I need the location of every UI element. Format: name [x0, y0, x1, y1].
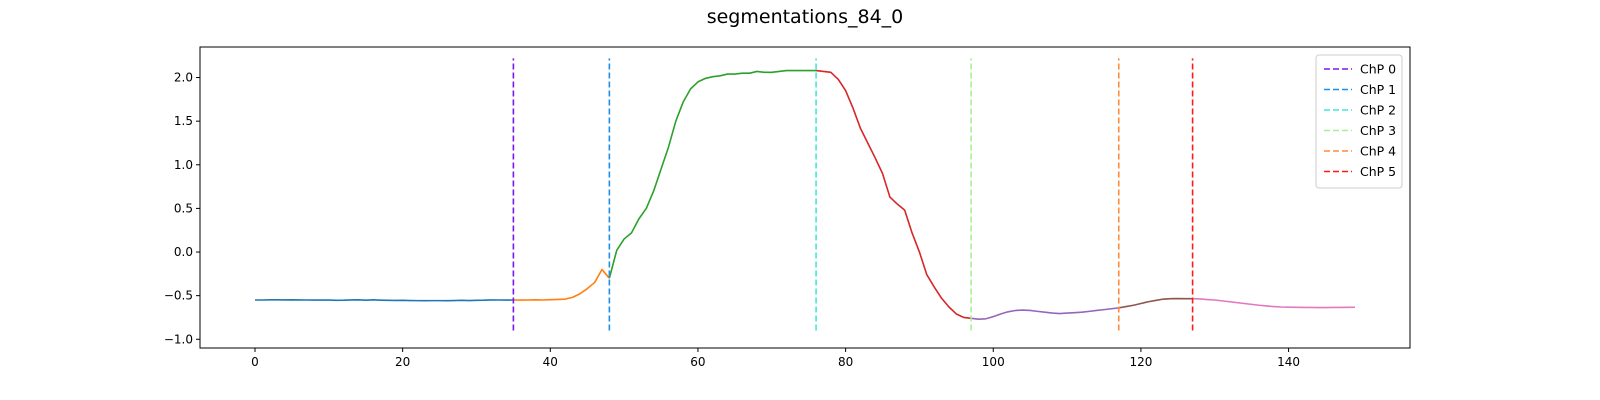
series-segment-2 [608, 69, 817, 279]
x-tick-label: 20 [395, 355, 410, 369]
y-tick-label: 1.0 [174, 158, 193, 172]
legend: ChP 0 ChP 1 ChP 2 ChP 3 ChP 4 ChP 5 [1315, 54, 1403, 189]
y-tick-label: 1.5 [174, 114, 193, 128]
y-tick-label: 0.5 [174, 201, 193, 215]
legend-label-3: ChP 3 [1360, 123, 1396, 138]
y-tick-label: −1.0 [164, 332, 193, 346]
series-segment-0 [255, 299, 514, 302]
x-tick-label: 0 [251, 355, 259, 369]
series-segment-5 [1118, 297, 1193, 309]
legend-label-1: ChP 1 [1360, 82, 1396, 97]
legend-label-4: ChP 4 [1360, 144, 1396, 159]
axes-frame [199, 46, 1411, 349]
x-tick-label: 80 [838, 355, 853, 369]
plot-area [255, 58, 1356, 331]
y-tick-label: 0.0 [174, 245, 193, 259]
axis-ticks: 0 20 40 60 80 100 120 140 −1.0 −0.5 0.0 0.5 1.0 1.5 2.… [164, 71, 1300, 369]
legend-label-2: ChP 2 [1360, 103, 1396, 118]
x-tick-label: 140 [1277, 355, 1300, 369]
legend-box [1315, 54, 1403, 189]
x-tick-label: 100 [982, 355, 1005, 369]
x-tick-label: 120 [1129, 355, 1152, 369]
series-segment-6 [1192, 297, 1356, 309]
legend-label-5: ChP 5 [1360, 164, 1396, 179]
series-segment-3 [815, 69, 972, 320]
series-segment-1 [513, 268, 610, 301]
y-tick-label: 2.0 [174, 71, 193, 85]
chart-title: segmentations_84_0 [707, 6, 904, 28]
y-tick-label: −0.5 [164, 289, 193, 303]
x-tick-label: 40 [543, 355, 558, 369]
legend-label-0: ChP 0 [1360, 62, 1396, 77]
x-tick-label: 60 [690, 355, 705, 369]
series-segment-4 [971, 307, 1119, 321]
